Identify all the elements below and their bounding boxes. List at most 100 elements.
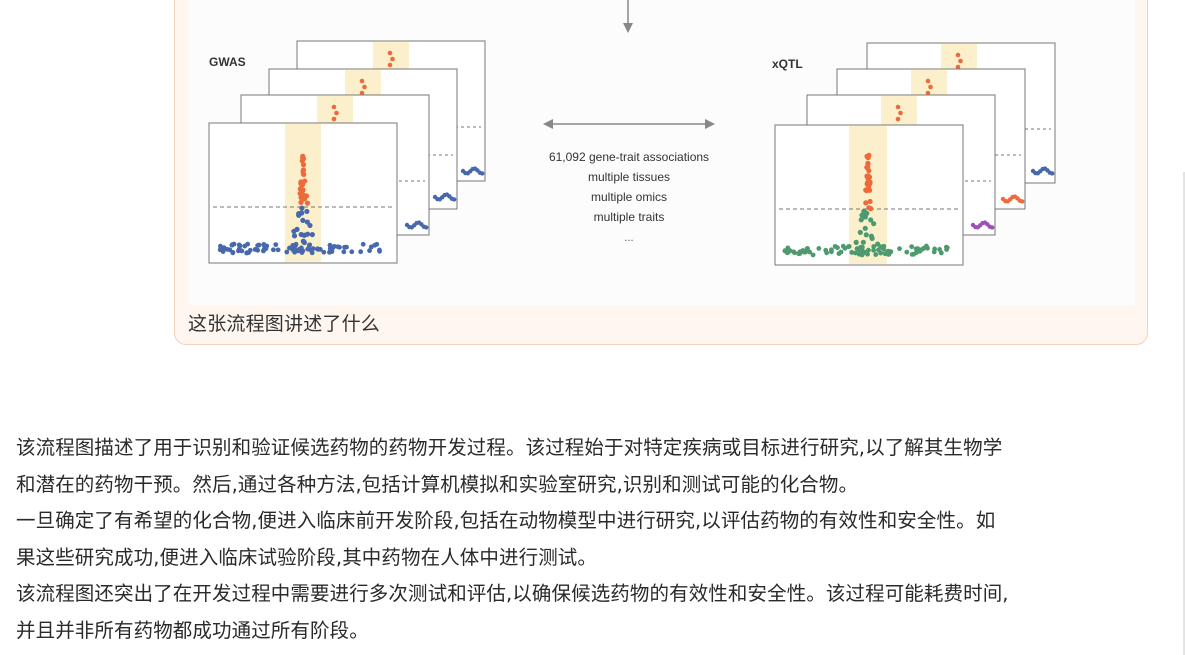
data-point [387, 62, 393, 68]
data-point [480, 171, 485, 176]
data-point [860, 239, 866, 245]
data-point [299, 182, 305, 188]
data-point [863, 232, 869, 238]
data-point [816, 246, 822, 251]
data-point [230, 249, 236, 255]
scrollbar-track[interactable] [1183, 172, 1185, 655]
data-point [377, 247, 382, 253]
data-point [868, 217, 874, 223]
data-point [871, 244, 877, 249]
data-point [925, 78, 931, 84]
data-point [868, 206, 874, 212]
data-point [895, 116, 901, 122]
data-point [304, 208, 310, 215]
data-point [865, 251, 870, 257]
data-point [297, 186, 303, 192]
data-point [898, 110, 903, 116]
data-point [835, 245, 840, 251]
data-point [239, 248, 245, 254]
data-point [300, 162, 307, 168]
data-point [273, 242, 279, 248]
data-point [424, 225, 429, 230]
data-point [236, 242, 242, 248]
data-point [810, 252, 816, 258]
data-point [387, 50, 393, 56]
answer-line: 并且并非所有药物都成功通过所有阶段。 [16, 618, 369, 642]
data-point [298, 199, 304, 205]
data-point [857, 229, 863, 235]
data-point [291, 228, 297, 234]
center-line-1: multiple tissues [588, 170, 670, 184]
data-point [904, 249, 910, 255]
data-point [882, 251, 888, 257]
data-point [909, 244, 915, 250]
data-point [864, 181, 870, 187]
data-point [362, 84, 367, 90]
data-point [873, 252, 879, 257]
data-point [255, 243, 261, 248]
data-point [390, 56, 395, 62]
data-point [871, 221, 877, 227]
data-point [868, 233, 875, 239]
data-point [871, 247, 876, 253]
data-point [270, 247, 276, 253]
data-point [304, 219, 310, 225]
data-point [290, 247, 296, 253]
user-message-bubble: GWAS xQTL 61,092 gene-trait associations… [174, 0, 1148, 345]
data-point [334, 110, 339, 116]
data-point [785, 245, 791, 251]
data-point [866, 247, 871, 253]
data-point [367, 248, 372, 254]
data-point [854, 246, 860, 252]
data-point [360, 241, 366, 247]
center-line-0: 61,092 gene-trait associations [549, 150, 709, 164]
data-point [863, 200, 869, 206]
data-point [1050, 171, 1055, 176]
answer-line: 和潜在的药物干预。然后,通过各种方法,包括计算机模拟和实验室研究,识别和测试可能… [16, 472, 859, 496]
data-point [944, 245, 950, 251]
data-point [853, 250, 858, 256]
data-point [301, 232, 308, 238]
data-point [300, 217, 306, 223]
data-point [799, 248, 805, 254]
data-point [255, 247, 261, 253]
data-point [244, 250, 250, 256]
data-point [782, 248, 788, 254]
data-point [359, 78, 365, 84]
data-point [862, 214, 868, 220]
data-point [299, 250, 305, 255]
data-point [885, 248, 891, 254]
data-point [861, 208, 867, 214]
data-point [932, 246, 938, 252]
figure-graphic: GWAS xQTL 61,092 gene-trait associations… [208, 0, 1056, 266]
data-point [275, 247, 281, 253]
data-point [315, 246, 321, 252]
data-point [300, 238, 306, 244]
data-point [368, 244, 374, 250]
data-point [327, 246, 333, 251]
user-question: 这张流程图讲述了什么 [188, 313, 381, 335]
data-point [863, 188, 870, 194]
data-point [299, 205, 305, 211]
answer-line: 一旦确定了有希望的化合物,便进入临床前开发阶段,包括在动物模型中进行研究,以评估… [16, 509, 996, 532]
data-point [864, 164, 871, 170]
data-point [955, 52, 961, 58]
data-point [247, 247, 253, 253]
data-point [331, 104, 337, 110]
data-point [838, 249, 844, 255]
center-line-4: ... [624, 232, 633, 244]
data-point [955, 64, 961, 70]
data-point [300, 155, 307, 162]
data-point [358, 249, 364, 255]
data-point [221, 245, 227, 250]
data-point [452, 197, 457, 202]
data-point [858, 217, 864, 223]
data-point [919, 247, 925, 252]
data-point [309, 231, 315, 238]
data-point [359, 90, 365, 96]
uploaded-figure-image: GWAS xQTL 61,092 gene-trait associations… [189, 0, 1135, 305]
answer-line: 该流程图描述了用于识别和验证候选药物的药物开发过程。该过程始于对特定疾病或目标进… [16, 436, 1003, 459]
data-point [309, 250, 315, 256]
data-point [296, 212, 302, 218]
data-point [337, 244, 342, 250]
